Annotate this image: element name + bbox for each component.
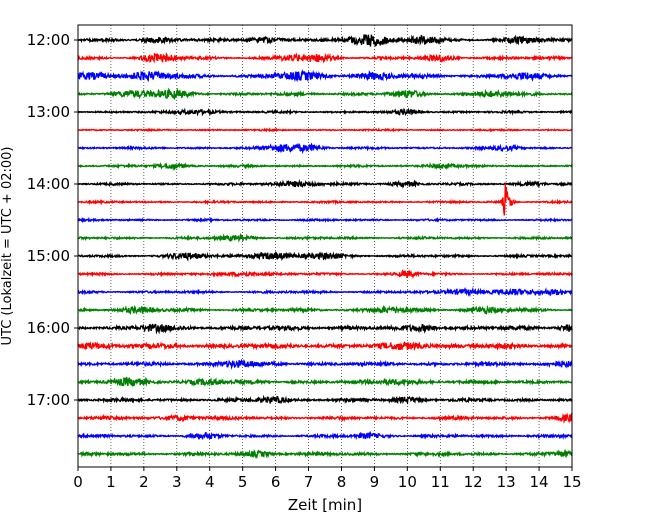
- x-tick-label: 3: [172, 473, 182, 491]
- seismic-trace: [77, 341, 573, 352]
- x-tick-label: 10: [398, 473, 417, 491]
- x-tick-label: 0: [73, 473, 83, 491]
- x-tick-label: 14: [530, 473, 549, 491]
- seismic-trace: [77, 34, 573, 47]
- seismic-trace: [77, 304, 573, 316]
- y-axis: 12:00 13:00 14:00 15:00 16:00 17:00: [27, 31, 78, 409]
- y-tick-label: 15:00: [27, 247, 70, 265]
- x-tick-label: 7: [304, 473, 314, 491]
- seismic-trace: [77, 87, 573, 101]
- seismic-trace: [77, 178, 573, 189]
- x-tick-label: 6: [271, 473, 281, 491]
- x-tick-label: 13: [497, 473, 516, 491]
- seismic-trace: [77, 51, 573, 64]
- x-axis: 0 1 2 3 4 5 6 7 8 9 10 11 12 13 14 15: [73, 467, 582, 491]
- y-tick-label: 12:00: [27, 31, 70, 49]
- seismic-trace: [77, 183, 573, 216]
- y-tick-label: 17:00: [27, 391, 70, 409]
- seismic-trace: [77, 268, 573, 280]
- plot-frame: [77, 24, 573, 468]
- seismic-trace: [77, 216, 573, 224]
- x-tick-label: 1: [106, 473, 116, 491]
- seismic-trace: [77, 430, 573, 441]
- x-tick-label: 12: [464, 473, 483, 491]
- x-tick-label: 5: [238, 473, 248, 491]
- seismic-trace: [77, 448, 573, 460]
- seismic-trace: [77, 394, 573, 405]
- x-tick-label: 8: [337, 473, 347, 491]
- seismic-trace: [77, 358, 573, 370]
- seismic-trace: [77, 162, 573, 172]
- x-tick-label: 4: [205, 473, 215, 491]
- y-tick-label: 13:00: [27, 103, 70, 121]
- x-tick-label: 11: [431, 473, 450, 491]
- y-axis-label: UTC (Lokalzeit = UTC + 02:00): [0, 147, 15, 346]
- seismic-trace: [77, 142, 573, 155]
- y-tick-label: 14:00: [27, 175, 70, 193]
- x-tick-label: 9: [370, 473, 380, 491]
- seismic-trace: [77, 127, 573, 133]
- seismic-trace: [77, 107, 573, 117]
- seismic-trace: [77, 68, 573, 83]
- seismic-trace: [77, 412, 573, 424]
- seismic-traces: [77, 34, 573, 460]
- x-axis-label: Zeit [min]: [288, 496, 362, 514]
- seismic-trace: [77, 250, 573, 262]
- seismic-trace: [77, 232, 573, 243]
- x-tick-label: 15: [562, 473, 581, 491]
- seismic-trace: [77, 376, 573, 387]
- seismic-trace: [77, 286, 573, 297]
- y-tick-label: 16:00: [27, 319, 70, 337]
- x-tick-label: 2: [139, 473, 149, 491]
- seismic-trace: [77, 323, 573, 335]
